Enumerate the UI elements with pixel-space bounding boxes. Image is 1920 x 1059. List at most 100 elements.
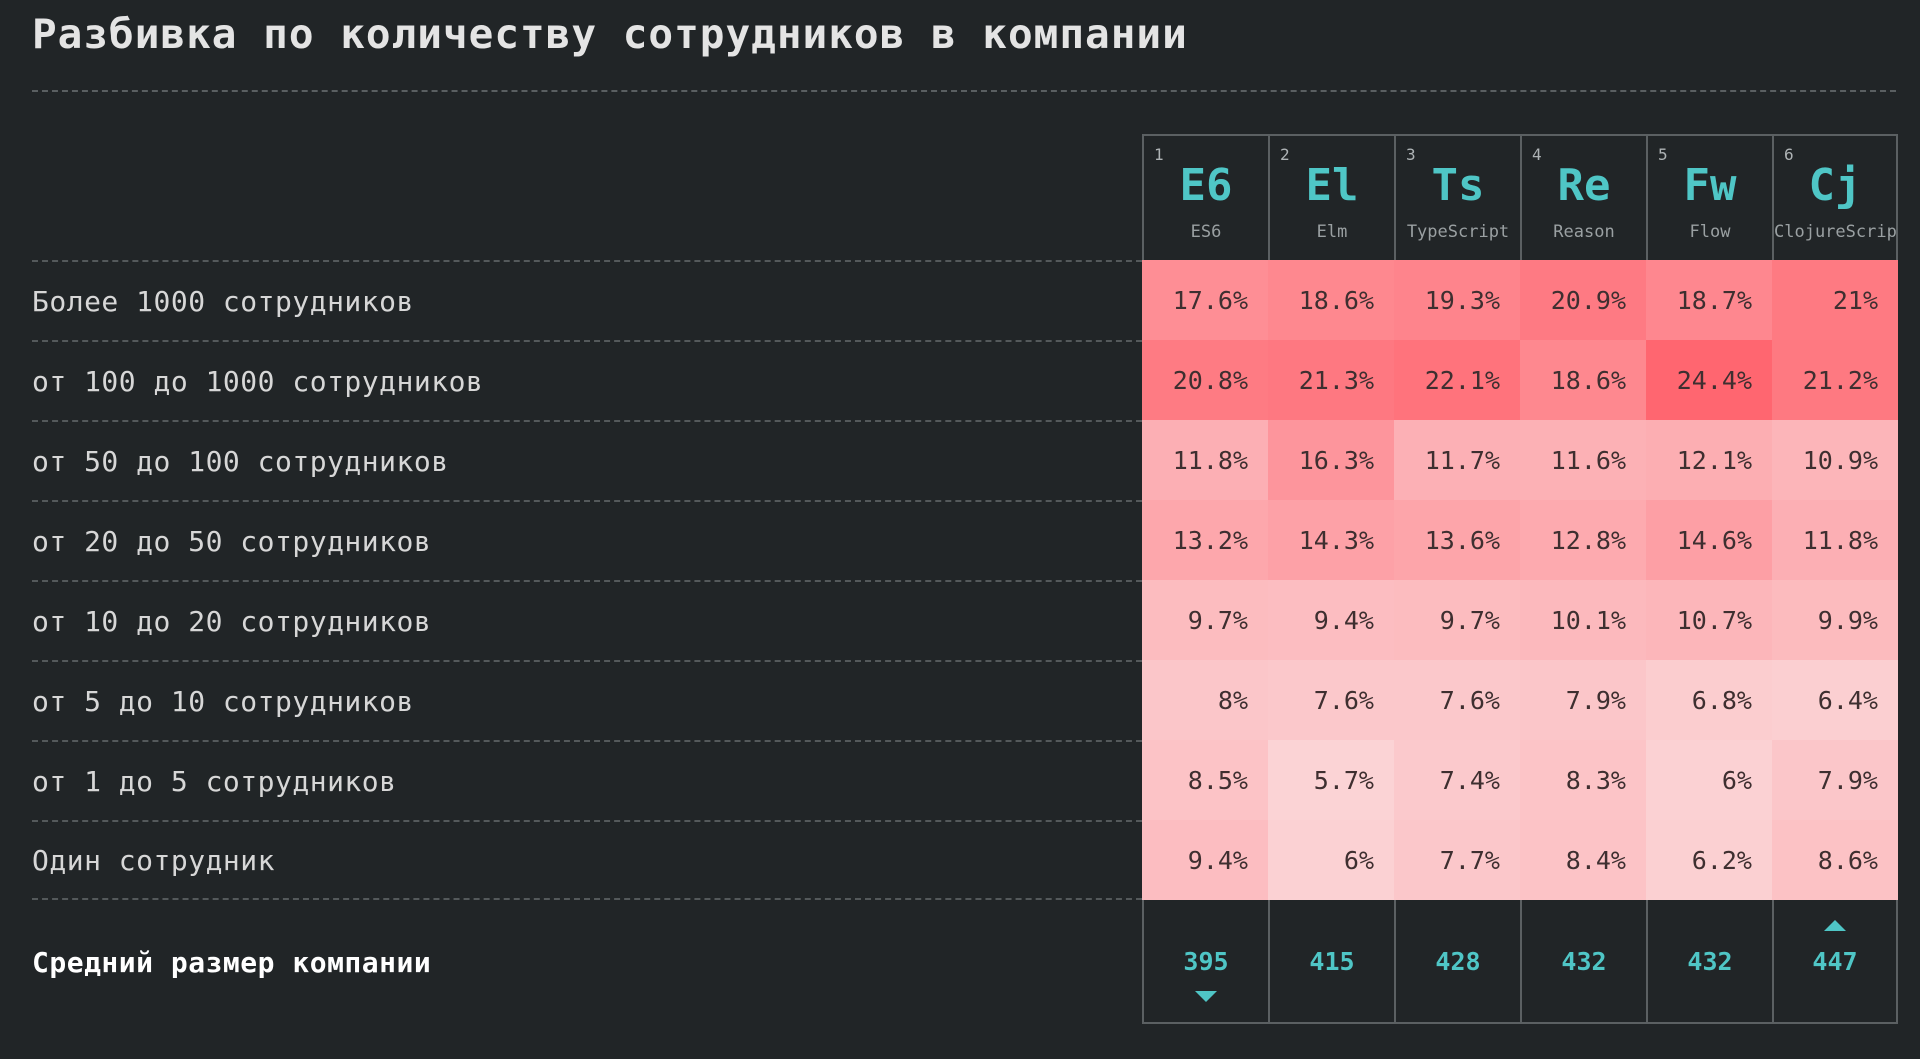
column-abbreviation: Fw (1683, 160, 1737, 211)
heatmap-cell: 20.9% (1520, 260, 1646, 340)
column-index: 1 (1154, 145, 1164, 164)
row-label: от 20 до 50 сотрудников (32, 500, 1142, 580)
heatmap-cell: 16.3% (1268, 420, 1394, 500)
heatmap-cell: 6% (1268, 820, 1394, 900)
heatmap-cell: 6.8% (1646, 660, 1772, 740)
column-abbreviation: El (1305, 160, 1359, 211)
column-header-clojurescript: 6 Cj ClojureScript (1772, 134, 1898, 260)
heatmap-cell: 10.1% (1520, 580, 1646, 660)
heatmap-cell: 9.4% (1268, 580, 1394, 660)
summary-value: 447 (1772, 900, 1898, 1024)
summary-value-text: 415 (1309, 946, 1355, 976)
summary-value-text: 432 (1561, 946, 1607, 976)
column-abbreviation: Cj (1808, 160, 1862, 211)
column-index: 5 (1658, 145, 1668, 164)
heatmap-cell: 6.4% (1772, 660, 1898, 740)
column-abbreviation: Ts (1431, 160, 1485, 211)
heatmap-cell: 21.3% (1268, 340, 1394, 420)
column-header-flow: 5 Fw Flow (1646, 134, 1772, 260)
column-index: 2 (1280, 145, 1290, 164)
summary-value-text: 395 (1183, 946, 1229, 976)
heatmap-cell: 6.2% (1646, 820, 1772, 900)
column-name: ClojureScript (1774, 222, 1898, 242)
heatmap-cell: 7.7% (1394, 820, 1520, 900)
heatmap-cell: 7.4% (1394, 740, 1520, 820)
heatmap-cell: 8.4% (1520, 820, 1646, 900)
heatmap-cell: 13.6% (1394, 500, 1520, 580)
column-index: 3 (1406, 145, 1416, 164)
column-header-es6: 1 E6 ES6 (1142, 134, 1268, 260)
title-divider (32, 90, 1896, 92)
heatmap-cell: 11.7% (1394, 420, 1520, 500)
summary-value-text: 447 (1812, 946, 1858, 976)
heatmap-cell: 8.5% (1142, 740, 1268, 820)
column-name: Flow (1689, 222, 1731, 242)
heatmap-cell: 8.3% (1520, 740, 1646, 820)
heatmap-cell: 22.1% (1394, 340, 1520, 420)
heatmap-cell: 18.7% (1646, 260, 1772, 340)
heatmap-cell: 17.6% (1142, 260, 1268, 340)
heatmap-cell: 14.3% (1268, 500, 1394, 580)
column-index: 4 (1532, 145, 1542, 164)
heatmap-cell: 5.7% (1268, 740, 1394, 820)
summary-value-text: 428 (1435, 946, 1481, 976)
heatmap-cell: 19.3% (1394, 260, 1520, 340)
column-index: 6 (1784, 145, 1794, 164)
heatmap-cell: 11.8% (1772, 500, 1898, 580)
heatmap-cell: 12.8% (1520, 500, 1646, 580)
row-label: от 5 до 10 сотрудников (32, 660, 1142, 740)
min-marker-icon (1195, 991, 1217, 1002)
heatmap-cell: 11.8% (1142, 420, 1268, 500)
row-label: от 1 до 5 сотрудников (32, 740, 1142, 820)
heatmap-cell: 9.7% (1394, 580, 1520, 660)
heatmap-cell: 8% (1142, 660, 1268, 740)
column-header-typescript: 3 Ts TypeScript (1394, 134, 1520, 260)
row-label: Более 1000 сотрудников (32, 260, 1142, 340)
column-header-elm: 2 El Elm (1268, 134, 1394, 260)
heatmap-cell: 7.6% (1268, 660, 1394, 740)
column-abbreviation: E6 (1179, 160, 1233, 211)
row-label: от 50 до 100 сотрудников (32, 420, 1142, 500)
heatmap-cell: 6% (1646, 740, 1772, 820)
heatmap-cell: 9.7% (1142, 580, 1268, 660)
column-name: Elm (1316, 222, 1348, 242)
heatmap-cell: 18.6% (1268, 260, 1394, 340)
header-spacer (32, 134, 1142, 260)
max-marker-icon (1824, 920, 1846, 931)
heatmap-cell: 24.4% (1646, 340, 1772, 420)
heatmap-table: 1 E6 ES6 2 El Elm 3 Ts TypeScript 4 Re Reason 5 Fw Flo… (32, 134, 1898, 1024)
heatmap-cell: 13.2% (1142, 500, 1268, 580)
heatmap-cell: 9.9% (1772, 580, 1898, 660)
summary-value: 395 (1142, 900, 1268, 1024)
summary-value: 428 (1394, 900, 1520, 1024)
column-name: TypeScript (1406, 222, 1510, 242)
chart-title: Разбивка по количеству сотрудников в ком… (32, 10, 1188, 58)
heatmap-cell: 10.7% (1646, 580, 1772, 660)
summary-value: 432 (1646, 900, 1772, 1024)
heatmap-cell: 7.6% (1394, 660, 1520, 740)
summary-value: 432 (1520, 900, 1646, 1024)
heatmap-cell: 12.1% (1646, 420, 1772, 500)
row-label: от 100 до 1000 сотрудников (32, 340, 1142, 420)
heatmap-cell: 11.6% (1520, 420, 1646, 500)
column-abbreviation: Re (1557, 160, 1611, 211)
row-label: от 10 до 20 сотрудников (32, 580, 1142, 660)
heatmap-cell: 20.8% (1142, 340, 1268, 420)
heatmap-cell: 10.9% (1772, 420, 1898, 500)
row-label: Один сотрудник (32, 820, 1142, 900)
heatmap-cell: 7.9% (1772, 740, 1898, 820)
heatmap-cell: 21.2% (1772, 340, 1898, 420)
summary-value-text: 432 (1687, 946, 1733, 976)
column-name: Reason (1553, 222, 1615, 242)
heatmap-cell: 9.4% (1142, 820, 1268, 900)
summary-value: 415 (1268, 900, 1394, 1024)
heatmap-cell: 21% (1772, 260, 1898, 340)
heatmap-cell: 18.6% (1520, 340, 1646, 420)
column-header-reason: 4 Re Reason (1520, 134, 1646, 260)
heatmap-cell: 14.6% (1646, 500, 1772, 580)
summary-label: Средний размер компании (32, 945, 432, 979)
column-name: ES6 (1190, 222, 1222, 242)
heatmap-cell: 7.9% (1520, 660, 1646, 740)
heatmap-cell: 8.6% (1772, 820, 1898, 900)
